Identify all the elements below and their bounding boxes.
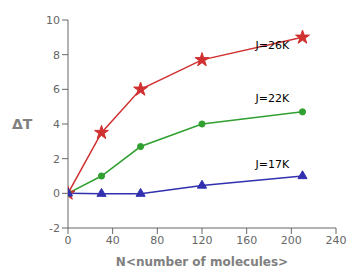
svg-text:J=17K: J=17K — [255, 158, 290, 171]
svg-text:240: 240 — [326, 234, 347, 247]
svg-text:120: 120 — [192, 234, 213, 247]
svg-text:-2: -2 — [49, 222, 60, 235]
svg-text:160: 160 — [236, 234, 257, 247]
svg-text:40: 40 — [106, 234, 120, 247]
svg-text:8: 8 — [53, 49, 60, 62]
svg-text:4: 4 — [53, 118, 60, 131]
svg-text:6: 6 — [53, 83, 60, 96]
svg-text:0: 0 — [53, 187, 60, 200]
svg-text:ΔT: ΔT — [12, 116, 33, 132]
svg-text:J=22K: J=22K — [255, 92, 290, 105]
svg-text:10: 10 — [46, 14, 60, 27]
svg-text:80: 80 — [150, 234, 164, 247]
svg-text:J=26K: J=26K — [255, 39, 290, 52]
svg-text:2: 2 — [53, 153, 60, 166]
svg-text:0: 0 — [65, 234, 72, 247]
svg-text:N<number of molecules>: N<number of molecules> — [116, 255, 288, 269]
svg-text:200: 200 — [281, 234, 302, 247]
